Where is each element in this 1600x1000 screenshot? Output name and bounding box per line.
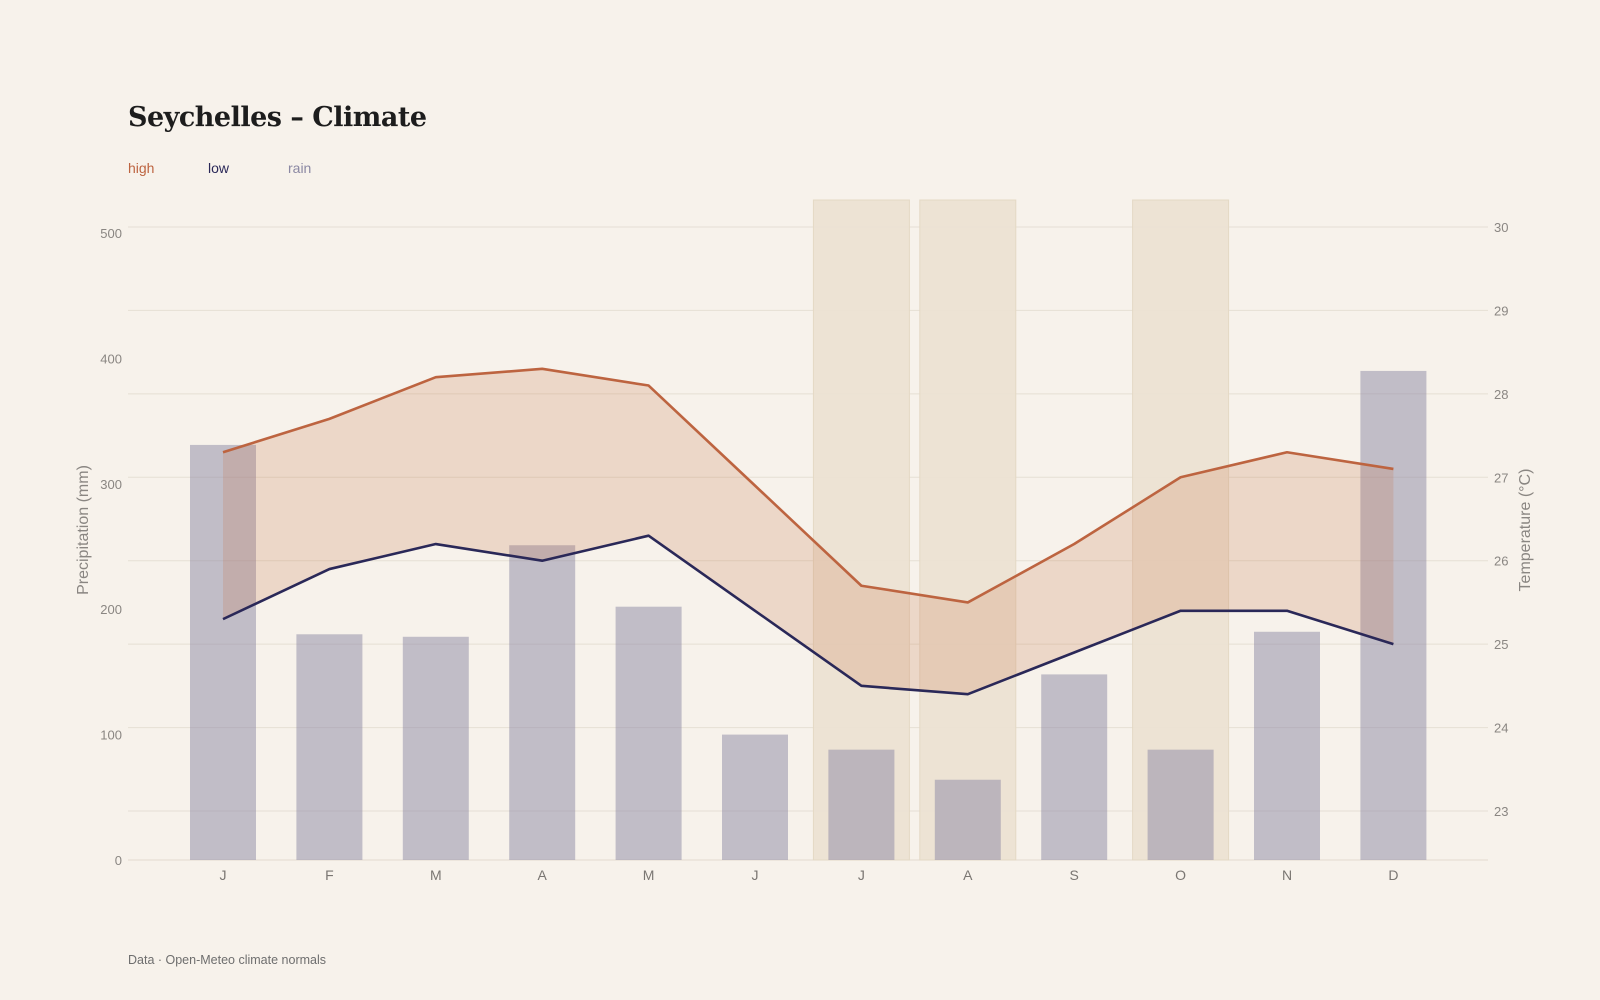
- left-axis-label: Precipitation (mm): [75, 465, 92, 595]
- temperature-range-band: [223, 368, 1394, 695]
- data-source: Data · Open-Meteo climate normals: [128, 953, 326, 967]
- right-tick-label: 26: [1494, 554, 1508, 569]
- x-tick-label: M: [643, 867, 655, 883]
- rain-bar: [509, 545, 576, 860]
- left-tick-label: 500: [100, 226, 122, 241]
- right-tick-label: 30: [1494, 220, 1508, 235]
- x-tick-label: O: [1175, 867, 1186, 883]
- left-tick-label: 0: [115, 853, 122, 868]
- legend-high: high: [128, 160, 155, 176]
- x-tick-label: S: [1070, 867, 1079, 883]
- x-tick-label: J: [220, 867, 227, 883]
- x-tick-label: N: [1282, 867, 1292, 883]
- left-tick-label: 100: [100, 728, 122, 743]
- rain-bar: [828, 749, 895, 860]
- left-tick-label: 300: [100, 477, 122, 492]
- high-line: [222, 367, 1394, 604]
- right-axis-label: Temperature (°C): [1517, 469, 1534, 592]
- right-tick-label: 29: [1494, 303, 1508, 318]
- low-line: [222, 534, 1394, 696]
- chart-title: Seychelles – Climate: [128, 102, 427, 133]
- rain-bar: [190, 444, 256, 860]
- x-tick-label: A: [538, 867, 548, 883]
- x-tick-label: J: [858, 867, 865, 883]
- right-tick-label: 25: [1494, 637, 1508, 652]
- rain-bar: [1147, 749, 1214, 860]
- right-tick-label: 27: [1494, 470, 1508, 485]
- rain-bar: [1041, 674, 1108, 860]
- left-tick-label: 200: [100, 602, 122, 617]
- highlight-band: [919, 199, 1017, 861]
- rain-bar: [296, 634, 363, 860]
- legend-low: low: [208, 160, 230, 176]
- rain-bar: [722, 734, 788, 860]
- left-tick-label: 400: [100, 351, 122, 366]
- rain-bar: [1254, 631, 1320, 860]
- x-tick-label: A: [963, 867, 973, 883]
- x-tick-label: D: [1388, 867, 1398, 883]
- x-tick-label: J: [752, 867, 759, 883]
- x-tick-label: F: [325, 867, 334, 883]
- right-tick-label: 24: [1494, 721, 1508, 736]
- rain-bar: [402, 636, 469, 860]
- rain-bar: [934, 779, 1001, 860]
- right-tick-label: 28: [1494, 387, 1508, 402]
- rain-bar: [615, 606, 682, 860]
- legend-rain: rain: [288, 160, 312, 176]
- right-tick-label: 23: [1494, 804, 1508, 819]
- x-tick-label: M: [430, 867, 442, 883]
- rain-bar: [1360, 370, 1427, 860]
